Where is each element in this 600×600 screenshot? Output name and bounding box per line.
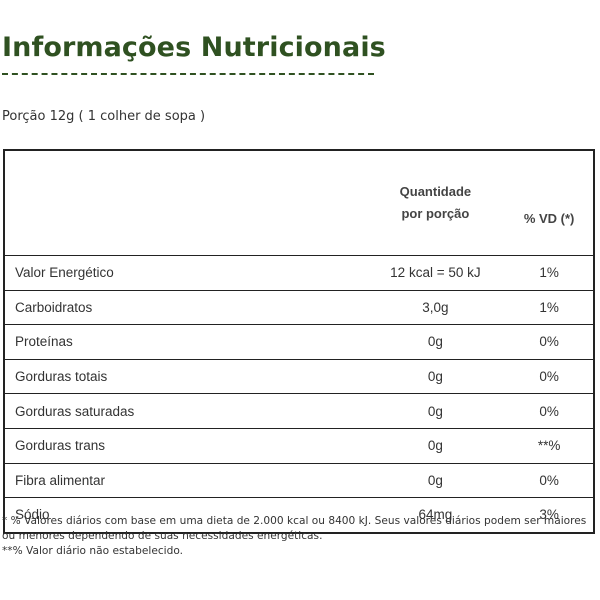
nutrient-quantity: 0g [365,324,506,360]
nutrient-quantity: 3,0g [365,289,506,325]
page-title: Informações Nutricionais [2,32,386,63]
nutrient-quantity: 12 kcal = 50 kJ [365,255,506,291]
nutrient-daily-value: 1% [505,289,594,325]
nutrient-name: Fibra alimentar [4,462,366,498]
nutrient-name: Gorduras totais [4,358,366,394]
nutrition-table: Quantidade por porção % VD (*) Valor Ene… [3,149,595,534]
table-row: Sódio 64mg 3% [4,497,594,533]
table-row: Fibra alimentar 0g 0% [4,462,594,498]
table-row: Valor Energético 12 kcal = 50 kJ 1% [4,255,594,291]
header-quantity-line2: por porção [401,206,470,221]
header-nutrient [4,149,366,256]
table-row: Carboidratos 3,0g 1% [4,289,594,325]
nutrient-quantity: 0g [365,427,506,464]
nutrient-quantity: 64mg [365,497,506,533]
nutrient-daily-value: 0% [505,358,594,394]
nutrient-daily-value: 0% [505,324,594,360]
nutrient-daily-value: 3% [505,497,594,533]
header-quantity-line1: Quantidade [399,184,472,199]
nutrient-name: Proteínas [4,324,366,360]
title-dashed-underline [2,73,374,75]
nutrient-quantity: 0g [365,393,506,429]
nutrient-name: Gorduras saturadas [4,393,366,429]
nutrient-daily-value: 0% [505,462,594,498]
footnote-not-established: **% Valor diário não estabelecido. [2,545,183,557]
nutrient-daily-value: 1% [505,255,594,291]
nutrient-quantity: 0g [365,462,506,498]
nutrient-name: Sódio [4,497,366,533]
table-row: Proteínas 0g 0% [4,324,594,360]
table-row: Gorduras trans 0g **% [4,427,594,464]
table-row: Gorduras totais 0g 0% [4,358,594,394]
header-quantity: Quantidade por porção [365,149,506,256]
nutrient-daily-value: 0% [505,393,594,429]
header-daily-value: % VD (*) [505,149,594,256]
portion-size: Porção 12g ( 1 colher de sopa ) [2,109,206,124]
table-header-row: Quantidade por porção % VD (*) [4,149,594,256]
nutrient-name: Gorduras trans [4,427,366,464]
nutrient-daily-value: **% [505,427,594,464]
table-row: Gorduras saturadas 0g 0% [4,393,594,429]
nutrient-name: Valor Energético [4,255,366,291]
footnote-daily-values: * % Valores diários com base em uma diet… [2,515,587,542]
footnotes: * % Valores diários com base em uma diet… [2,514,598,559]
nutrient-quantity: 0g [365,358,506,394]
nutrient-name: Carboidratos [4,289,366,325]
